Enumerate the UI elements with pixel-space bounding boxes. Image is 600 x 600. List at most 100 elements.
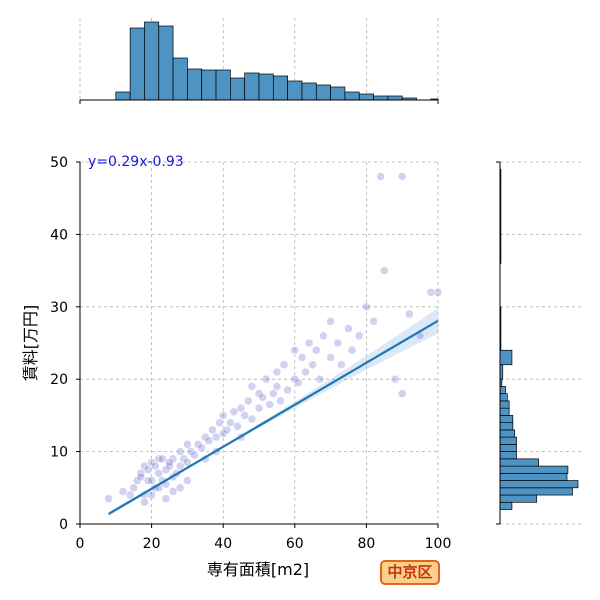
scatter-point	[125, 490, 135, 500]
marginal-y-bar	[499, 451, 517, 460]
scatter-point	[140, 461, 149, 471]
y-tick-label: 30	[50, 300, 68, 316]
scatter-point	[161, 465, 171, 474]
scatter-point	[354, 331, 364, 341]
marginal-x-bar	[115, 91, 131, 101]
scatter-point	[147, 476, 156, 485]
marginal-x-bar	[344, 91, 360, 101]
scatter-point	[161, 494, 171, 503]
scatter-point	[201, 432, 210, 442]
y-tick-label: 10	[50, 445, 68, 461]
scatter-point	[175, 447, 185, 456]
marginal-x-bar	[158, 25, 174, 101]
scatter-point	[197, 443, 206, 453]
scatter-point	[226, 418, 235, 427]
scatter-point	[129, 483, 138, 493]
x-tick-label: 0	[76, 536, 85, 552]
scatter-point	[165, 458, 174, 467]
marginal-y-bar	[499, 444, 517, 452]
scatter-point	[158, 454, 167, 464]
scatter-point	[261, 374, 271, 384]
scatter-point	[254, 403, 264, 413]
marginal-y-bar	[499, 400, 510, 409]
scatter-point	[397, 172, 407, 181]
marginal-x-bar	[287, 80, 303, 101]
scatter-point	[190, 450, 199, 460]
scatter-point	[254, 389, 264, 398]
marginal-y-bar	[499, 407, 510, 416]
scatter-point	[333, 338, 343, 348]
scatter-point	[390, 374, 400, 384]
scatter-point	[315, 374, 325, 384]
scatter-point	[150, 461, 160, 471]
marginal-y-histogram	[496, 161, 582, 525]
scatter-point	[175, 461, 185, 471]
scatter-point	[168, 454, 178, 464]
scatter-point	[204, 436, 214, 445]
marginal-x-bar	[373, 95, 389, 101]
scatter-point	[143, 465, 153, 474]
scatter-point	[426, 288, 436, 297]
scatter-point	[240, 411, 249, 420]
x-tick-label: 80	[357, 536, 375, 552]
marginal-x-bar	[215, 69, 231, 101]
marginal-y-bar	[499, 465, 569, 474]
scatter-point	[294, 378, 303, 388]
scatter-point	[276, 396, 285, 406]
scatter-point	[218, 411, 228, 420]
y-tick-label: 0	[59, 517, 68, 533]
regression-line	[108, 319, 439, 515]
scatter-point	[193, 440, 203, 449]
scatter-point	[186, 447, 196, 456]
marginal-y-bar	[499, 501, 513, 510]
scatter-point	[319, 331, 328, 341]
scatter-point	[290, 374, 300, 384]
scatter-point	[136, 472, 146, 482]
scatter-point	[269, 389, 278, 398]
marginal-x-bar	[230, 77, 246, 101]
scatter-point	[397, 389, 407, 398]
scatter-point	[337, 360, 346, 369]
scatter-point	[136, 469, 146, 478]
marginal-y-bar	[499, 386, 506, 395]
scatter-point	[247, 382, 257, 391]
scatter-point	[258, 393, 267, 402]
marginal-y-bar	[499, 422, 514, 431]
scatter-point	[326, 317, 335, 326]
y-tick-label: 50	[50, 155, 68, 171]
x-tick-label: 100	[425, 536, 452, 552]
scatter-point	[312, 345, 321, 355]
scatter-point	[183, 476, 192, 485]
scatter-point	[279, 360, 289, 369]
marginal-x-bar	[330, 86, 346, 101]
marginal-y-bar	[499, 436, 517, 445]
scatter-point	[183, 440, 192, 449]
marginal-y-bar	[499, 472, 568, 481]
marginal-y-bar	[499, 480, 579, 489]
scatter-point	[154, 469, 164, 478]
marginal-x-bar	[387, 95, 403, 101]
marginal-x-bar	[187, 68, 203, 101]
x-axis-label: 専有面積[m2]	[207, 560, 309, 579]
marginal-x-bar	[258, 73, 274, 101]
marginal-y-bar	[499, 429, 516, 438]
scatter-point	[233, 422, 242, 431]
marginal-y-bar	[499, 487, 573, 496]
scatter-point	[405, 309, 414, 319]
scatter-point	[175, 483, 185, 493]
scatter-point	[433, 288, 443, 297]
marginal-x-bar	[129, 27, 145, 101]
marginal-x-histogram	[79, 18, 439, 104]
scatter-point	[297, 353, 307, 362]
marginal-x-bar	[172, 57, 188, 101]
scatter-point	[247, 414, 257, 424]
scatter-point	[140, 498, 149, 507]
scatter-point	[104, 494, 113, 503]
marginal-x-bar	[144, 21, 160, 101]
marginal-x-bar	[358, 93, 374, 101]
scatter-point	[179, 454, 189, 464]
scatter-point	[344, 324, 353, 333]
y-tick-label: 40	[50, 227, 68, 243]
scatter-point	[147, 490, 156, 500]
y-tick-label: 20	[50, 372, 68, 388]
